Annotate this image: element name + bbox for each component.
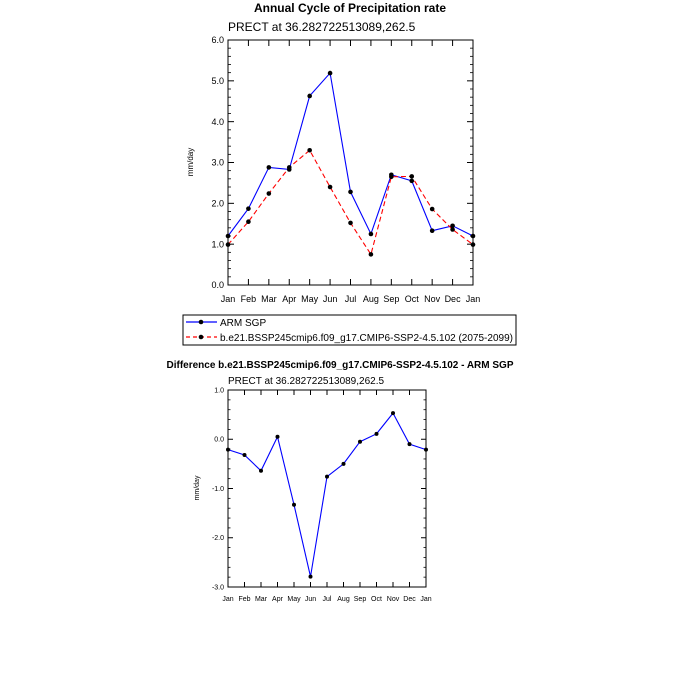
chart1-data-point (246, 206, 251, 211)
chart1-data-point (307, 93, 312, 99)
chart2-x-tick-label: Jul (323, 596, 332, 603)
annual-cycle-chart: Annual Cycle of Precipitation rate PRECT… (186, 1, 480, 304)
chart1-data-point (450, 223, 455, 229)
chart1-x-tick-label: Jan (466, 294, 481, 304)
chart1-data-point (266, 165, 272, 170)
chart2-y-tick-label: 0.0 (214, 437, 224, 444)
chart2-x-tick-label: Apr (272, 596, 284, 603)
chart2-data-point (308, 574, 313, 579)
chart1-x-tick-label: Nov (424, 294, 441, 304)
chart2-title: Difference b.e21.BSSP245cmip6.f09_g17.CM… (167, 360, 514, 371)
chart2-data-point (226, 447, 230, 452)
chart1-data-point (470, 233, 476, 239)
chart1-data-point (389, 174, 394, 180)
chart2-data-point (292, 502, 296, 507)
chart2-y-tick-label: -2.0 (212, 535, 224, 542)
chart1-data-point (246, 219, 251, 225)
chart1-y-tick-label: 5.0 (211, 76, 224, 86)
chart2-data-point (358, 439, 362, 444)
chart2-data-point (325, 474, 329, 479)
legend-box (182, 314, 517, 346)
chart2-x-tick-label: Jan (222, 596, 233, 603)
chart1-y-tick-label: 6.0 (211, 35, 224, 45)
chart2-x-tick-label: Jan (420, 596, 431, 603)
chart1-x-tick-label: May (301, 294, 319, 304)
chart1-data-point (409, 178, 415, 184)
chart2-x-tick-label: Aug (337, 596, 350, 603)
chart2-data-point (242, 453, 247, 458)
chart1-data-point (307, 147, 312, 153)
chart1-title: Annual Cycle of Precipitation rate (254, 1, 446, 15)
chart1-plot-frame (227, 39, 474, 286)
chart2-data-point (407, 442, 412, 447)
chart2-y-tick-label: -1.0 (212, 486, 224, 493)
chart1-series-line-1 (227, 149, 474, 256)
chart1-data-point (450, 227, 455, 232)
chart1-data-point (225, 233, 231, 239)
chart1-x-tick-label: Apr (282, 294, 296, 304)
chart2-x-tick-label: May (287, 596, 301, 603)
chart2-x-tick-label: Feb (238, 596, 250, 603)
chart1-y-tick-label: 1.0 (211, 239, 224, 249)
legend: ARM SGP b.e21.BSSP245cmip6.f09_g17.CMIP6… (182, 314, 517, 346)
chart1-data-point (368, 231, 374, 237)
chart1-data-point (266, 191, 272, 196)
chart1-subtitle: PRECT at 36.282722513089,262.5 (228, 20, 416, 34)
chart1-data-point (225, 242, 231, 247)
chart2-x-tick-label: Jun (305, 596, 316, 603)
chart1-x-tick-label: Oct (405, 294, 420, 304)
chart2-y-axis-label: mm/day (194, 475, 201, 500)
chart2-x-tick-label: Dec (403, 596, 416, 603)
chart2-x-tick-label: Oct (371, 596, 382, 603)
chart2-subtitle: PRECT at 36.282722513089,262.5 (228, 376, 384, 387)
chart1-data-point (327, 184, 333, 190)
chart1-x-tick-label: Jan (221, 294, 236, 304)
chart1-x-tick-label: Feb (241, 294, 257, 304)
chart1-x-tick-label: Mar (261, 294, 277, 304)
chart2-data-point (341, 461, 346, 466)
chart1-x-tick-label: Jul (345, 294, 357, 304)
chart2-series-line-0 (227, 412, 427, 577)
chart1-data-point (409, 174, 415, 179)
chart2-x-tick-label: Mar (255, 596, 268, 603)
chart1-y-tick-label: 0.0 (211, 280, 224, 290)
chart1-y-tick-label: 4.0 (211, 117, 224, 127)
chart1-y-axis-label: mm/day (186, 148, 195, 176)
chart1-data-point (429, 228, 435, 233)
legend-marker-model (198, 334, 204, 340)
difference-chart: Difference b.e21.BSSP245cmip6.f09_g17.CM… (167, 360, 514, 603)
legend-label-arm-sgp: ARM SGP (220, 318, 266, 329)
chart1-y-tick-label: 2.0 (211, 198, 224, 208)
chart2-x-tick-label: Sep (354, 596, 367, 603)
chart1-data-point (368, 252, 374, 257)
chart2-data-point (275, 434, 280, 439)
chart1-x-tick-label: Dec (445, 294, 462, 304)
legend-label-model: b.e21.BSSP245cmip6.f09_g17.CMIP6-SSP2-4.… (220, 333, 513, 344)
chart1-data-point (470, 242, 476, 247)
chart1-data-point (286, 165, 292, 170)
chart2-y-tick-label: -3.0 (212, 584, 224, 591)
chart1-data-point (348, 220, 353, 226)
chart1-y-tick-label: 3.0 (211, 158, 224, 168)
chart2-y-tick-label: 1.0 (214, 387, 224, 394)
chart2-x-tick-label: Nov (387, 596, 400, 603)
chart1-x-tick-label: Aug (363, 294, 379, 304)
chart1-series-line-0 (227, 71, 474, 237)
legend-marker-arm-sgp (198, 319, 204, 325)
chart2-data-point (424, 447, 428, 452)
chart2-data-point (259, 468, 263, 473)
chart1-x-tick-label: Jun (323, 294, 338, 304)
chart1-data-point (348, 189, 353, 195)
chart2-data-point (374, 431, 379, 436)
chart1-data-point (429, 206, 435, 212)
chart1-x-tick-label: Sep (383, 294, 399, 304)
chart1-data-point (327, 70, 333, 76)
chart2-data-point (391, 411, 395, 416)
